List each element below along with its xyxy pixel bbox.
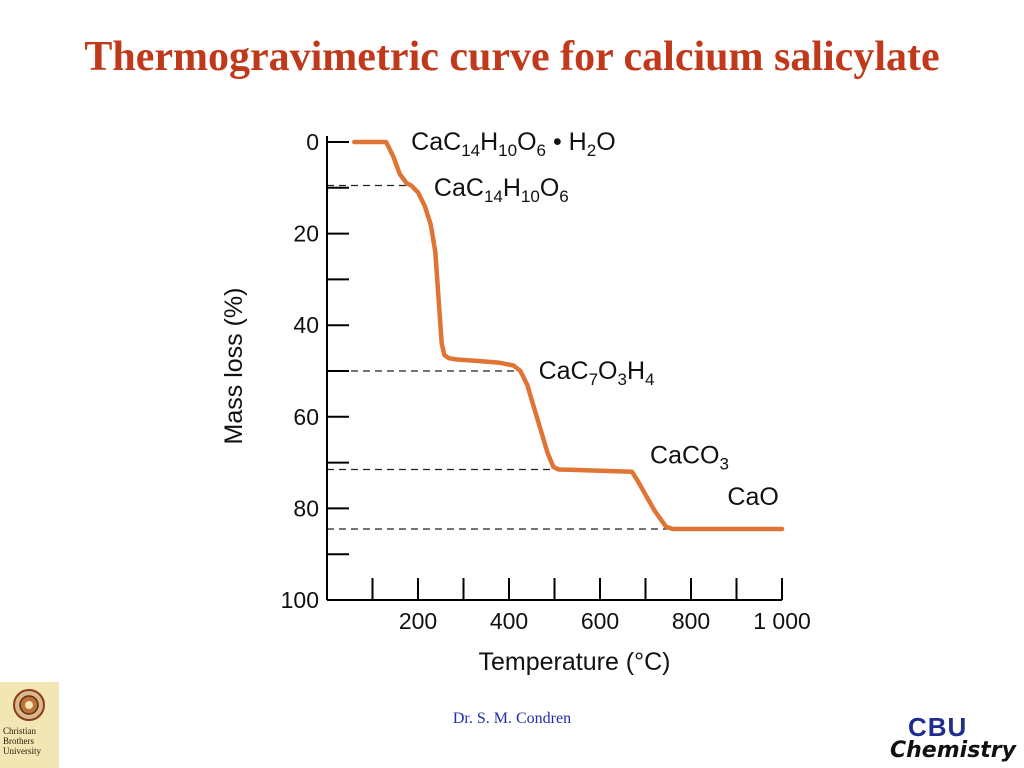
ticks [326,141,783,600]
reference-lines [327,184,673,530]
compound-label-oxide: CaO [727,483,778,511]
x-tick-label: 200 [399,608,437,634]
x-tick-label: 400 [490,608,528,634]
chart-labels: 0 20 40 60 80 100 200 400 600 800 1 000 Temperature… [220,128,811,676]
slide-title: Thermogravimetric curve for calcium sali… [84,34,940,80]
x-tick-label: 1 000 [753,608,811,634]
compound-label-carbonate: CaCO3 [650,442,729,474]
x-tick-label: 600 [581,608,619,634]
chemistry-logo-cbu: CBU [908,712,968,742]
y-axis-title: Mass loss (%) [220,288,248,445]
university-logo-line: University [3,746,41,756]
x-axis-title: Temperature (°C) [479,648,671,676]
compound-label-anhydrous: CaC14H10O6 [434,174,569,206]
compound-label-hydrate: CaC14H10O6 • H2O [411,128,615,160]
y-tick-label: 100 [281,587,319,613]
y-tick-label: 20 [293,221,319,247]
university-logo-line: Christian [3,726,36,736]
compound-label-intermediate: CaC7O3H4 [539,357,655,389]
author-credit: Dr. S. M. Condren [452,710,572,727]
y-tick-label: 0 [306,129,319,155]
mass-loss-curve [352,139,785,532]
chemistry-logo: CBU Chemistry [890,712,1020,768]
data-series [352,139,785,532]
university-logo-line: Brothers [3,736,34,746]
y-tick-label: 60 [293,404,319,430]
y-tick-label: 80 [293,495,319,521]
chemistry-logo-word: Chemistry [890,738,1016,763]
y-tick-label: 40 [293,312,319,338]
university-logo: Christian Brothers University [0,682,59,768]
university-seal-icon [13,689,45,721]
x-tick-label: 800 [672,608,710,634]
university-logo-text: Christian Brothers University [3,726,57,756]
